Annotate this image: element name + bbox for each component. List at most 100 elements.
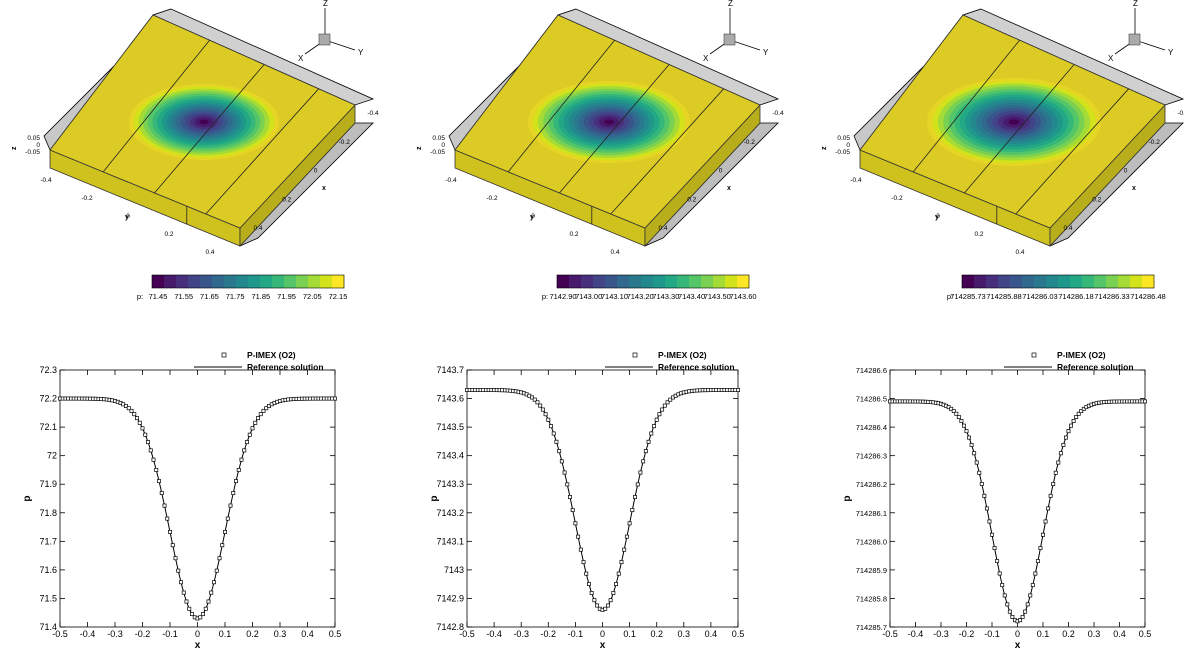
colorbar-tick-label: 7143.20 bbox=[627, 292, 654, 301]
colorbar-swatch bbox=[1106, 275, 1119, 288]
axis-triad: Z Y X bbox=[298, 0, 364, 63]
data-marker bbox=[236, 467, 241, 472]
data-marker bbox=[157, 479, 161, 484]
data-marker bbox=[1041, 532, 1045, 537]
y-tick-label: 7143.6 bbox=[436, 394, 464, 404]
colorbar-tick-label: 714286.03 bbox=[1022, 292, 1057, 301]
x-tick-label: 0.4 bbox=[253, 225, 262, 232]
triad-x-label: X bbox=[703, 54, 709, 63]
x-tick-label: -0.2 bbox=[959, 629, 975, 639]
y-tick-label: 72.3 bbox=[39, 365, 57, 375]
data-marker bbox=[576, 534, 581, 539]
data-marker bbox=[982, 493, 987, 498]
data-marker bbox=[1079, 409, 1084, 414]
y-axis-label: p bbox=[842, 495, 853, 501]
line-chart: -0.5 -0.4 -0.3 -0.2 -0.1 0 0.1 0.2 0.3 0.4 0.5 7142… bbox=[429, 350, 744, 651]
colorbar-frame bbox=[961, 274, 1155, 289]
data-marker bbox=[135, 416, 139, 421]
contour-ring bbox=[1008, 119, 1020, 125]
x-tick-label: 0.2 bbox=[246, 629, 259, 639]
z-tick-label: 0.05 bbox=[432, 135, 445, 142]
y-tick-label: 0.4 bbox=[1015, 249, 1024, 256]
data-marker bbox=[1023, 609, 1028, 614]
box-3d: 0.050-0.05z-0.4-0.200.20.4y-0.4-0.200.20… bbox=[11, 8, 379, 256]
data-marker bbox=[573, 521, 578, 526]
y-tick-label: 72 bbox=[47, 451, 57, 461]
colorbar-swatch bbox=[1070, 275, 1083, 288]
colorbar-swatch bbox=[677, 275, 690, 288]
y-tick-label: 714286.1 bbox=[856, 509, 887, 518]
data-marker bbox=[974, 460, 979, 465]
colorbar-swatch bbox=[986, 275, 999, 288]
y-axis-label: y bbox=[935, 214, 939, 221]
data-marker bbox=[231, 491, 236, 495]
y-tick-label: 0.2 bbox=[164, 231, 173, 238]
colorbar-label: p: bbox=[947, 292, 953, 301]
y-tick-label: 714286.6 bbox=[856, 366, 887, 375]
colorbar-label: p: bbox=[542, 292, 548, 301]
x-tick-label: -0.4 bbox=[772, 110, 784, 117]
colorbar-swatch bbox=[164, 275, 177, 288]
colorbar-tick-label: 7143.50 bbox=[704, 292, 731, 301]
data-marker bbox=[638, 470, 643, 475]
data-marker bbox=[595, 603, 600, 608]
x-tick-label: 0 bbox=[314, 168, 318, 175]
x-tick-label: 0.5 bbox=[329, 629, 342, 639]
data-marker bbox=[532, 397, 537, 402]
data-marker bbox=[551, 431, 556, 436]
colorbar-swatch bbox=[713, 275, 726, 288]
data-marker bbox=[964, 429, 969, 434]
data-marker bbox=[657, 412, 662, 417]
data-marker bbox=[170, 543, 175, 548]
x-tick-label: 0.1 bbox=[1037, 629, 1050, 639]
data-marker bbox=[1053, 470, 1058, 475]
legend-label-line: Reference solution bbox=[658, 362, 735, 372]
y-tick-label: 714286.0 bbox=[856, 537, 887, 546]
colorbar-tick-label: 72.05 bbox=[303, 292, 322, 301]
data-marker bbox=[181, 590, 186, 595]
data-marker bbox=[608, 598, 613, 603]
data-marker bbox=[546, 417, 551, 422]
colorbar-swatch bbox=[569, 275, 582, 288]
z-tick-label: 0.05 bbox=[27, 135, 40, 142]
data-marker bbox=[581, 560, 586, 565]
data-marker bbox=[1000, 583, 1005, 588]
y-tick-label: 0 bbox=[126, 213, 130, 220]
x-tick-label: -0.4 bbox=[486, 629, 502, 639]
y-tick-label: 714285.8 bbox=[856, 594, 887, 603]
line-chart: -0.5 -0.4 -0.3 -0.2 -0.1 0 0.1 0.2 0.3 0.4 0.5 71.4… bbox=[22, 350, 341, 651]
colorbar-swatch bbox=[581, 275, 594, 288]
data-marker bbox=[165, 516, 170, 521]
z-axis-label: z bbox=[416, 146, 423, 150]
colorbar-swatch bbox=[200, 275, 213, 288]
p-imex-markers bbox=[58, 396, 337, 621]
y-tick-label: 71.8 bbox=[39, 508, 57, 518]
data-marker bbox=[261, 408, 266, 413]
y-tick-label: 7142.9 bbox=[436, 593, 464, 603]
colorbar-swatch bbox=[1094, 275, 1107, 288]
x-tick-label: -0.4 bbox=[1177, 110, 1184, 117]
data-marker bbox=[239, 457, 244, 462]
x-axis-label: x bbox=[727, 185, 731, 192]
colorbar-tick-label: 71.65 bbox=[200, 292, 219, 301]
x-tick-label: 0.4 bbox=[301, 629, 314, 639]
data-marker bbox=[176, 568, 181, 573]
data-marker bbox=[1056, 460, 1061, 465]
data-marker bbox=[148, 448, 153, 453]
x-tick-label: 0.2 bbox=[282, 196, 291, 203]
data-marker bbox=[1025, 602, 1030, 607]
x-tick-label: -0.2 bbox=[744, 139, 756, 146]
x-tick-label: -0.2 bbox=[1149, 139, 1161, 146]
colorbar-swatch bbox=[665, 275, 678, 288]
data-marker bbox=[1018, 618, 1023, 623]
y-tick-label: 0 bbox=[531, 213, 535, 220]
block-divider bbox=[559, 64, 670, 194]
y-tick-label: 7143.3 bbox=[436, 479, 464, 489]
data-marker bbox=[543, 412, 548, 417]
colorbar-swatch bbox=[320, 275, 333, 288]
triad-z-label: Z bbox=[1133, 0, 1138, 8]
data-marker bbox=[1051, 481, 1056, 486]
data-marker bbox=[1010, 614, 1015, 619]
colorbar-swatch bbox=[725, 275, 738, 288]
data-marker bbox=[212, 580, 216, 585]
